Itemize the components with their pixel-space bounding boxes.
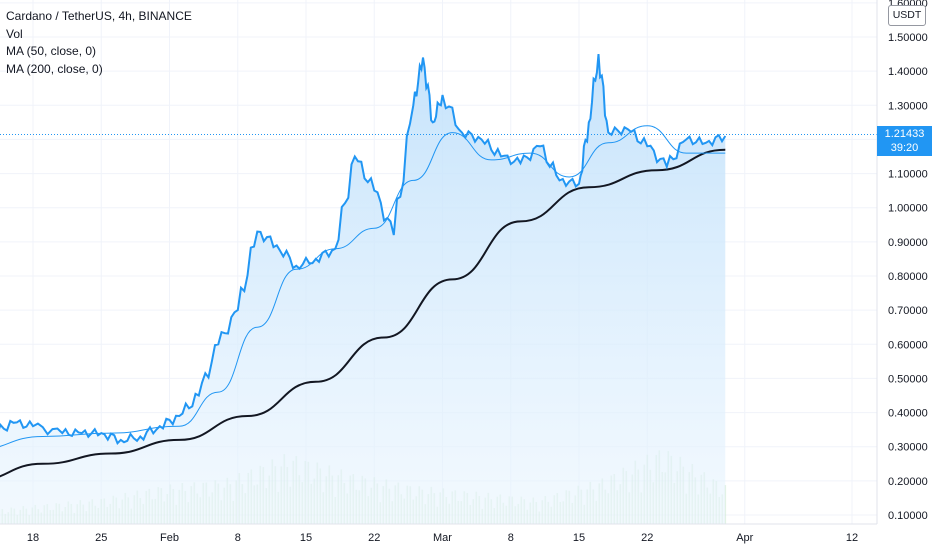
time-tick-label: 25 [95, 532, 107, 544]
price-tick-label: 1.10000 [888, 169, 928, 181]
legend-ma200[interactable]: MA (200, close, 0) [6, 61, 103, 76]
time-tick-label: 22 [368, 532, 380, 544]
price-tick-label: 1.60000 [888, 0, 928, 10]
bar-countdown: 39:20 [890, 142, 919, 154]
price-tick-label: 0.80000 [888, 271, 928, 283]
price-tick-label: 0.70000 [888, 305, 928, 317]
price-tick-label: 0.20000 [888, 476, 928, 488]
price-tick-label: 1.30000 [888, 100, 928, 112]
time-tick-label: Mar [433, 532, 452, 544]
price-axis[interactable]: 0.10000 0.20000 0.30000 0.40000 0.50000 0.600… [888, 0, 928, 522]
legend-volume[interactable]: Vol [6, 26, 23, 41]
price-tick-label: 0.60000 [888, 339, 928, 351]
time-tick-label: 8 [508, 532, 514, 544]
price-tick-label: 0.90000 [888, 237, 928, 249]
legend-ma50[interactable]: MA (50, close, 0) [6, 44, 97, 58]
last-price-tag: 1.21433 39:20 [877, 126, 932, 156]
time-tick-label: Apr [736, 532, 753, 544]
price-tick-label: 0.10000 [888, 510, 928, 522]
last-price-value: 1.21433 [884, 128, 925, 140]
price-tick-label: 0.50000 [888, 373, 928, 385]
time-tick-label: 15 [573, 532, 585, 544]
price-tick-label: 1.50000 [888, 32, 928, 44]
price-line [0, 54, 727, 445]
price-tick-label: 0.30000 [888, 442, 928, 454]
currency-unit-button[interactable]: USDT [888, 5, 926, 26]
price-tick-label: 1.00000 [888, 203, 928, 215]
ma200-line [0, 148, 726, 478]
volume-bar [724, 485, 727, 524]
chart-legend: Cardano / TetherUS, 4h, BINANCE Vol MA (… [6, 8, 192, 78]
time-tick-label: 18 [27, 532, 39, 544]
time-tick-label: Feb [160, 532, 179, 544]
price-tick-label: 0.40000 [888, 408, 928, 420]
price-area-fill [0, 54, 726, 524]
price-tick-label: 1.40000 [888, 66, 928, 78]
time-axis[interactable]: 18 25 Feb 8 15 22 Mar 8 15 22 Apr 12 [27, 532, 858, 544]
time-tick-label: 8 [235, 532, 241, 544]
time-tick-label: 15 [300, 532, 312, 544]
time-tick-label: 22 [641, 532, 653, 544]
time-tick-label: 12 [846, 532, 858, 544]
legend-symbol-title[interactable]: Cardano / TetherUS, 4h, BINANCE [6, 9, 192, 23]
